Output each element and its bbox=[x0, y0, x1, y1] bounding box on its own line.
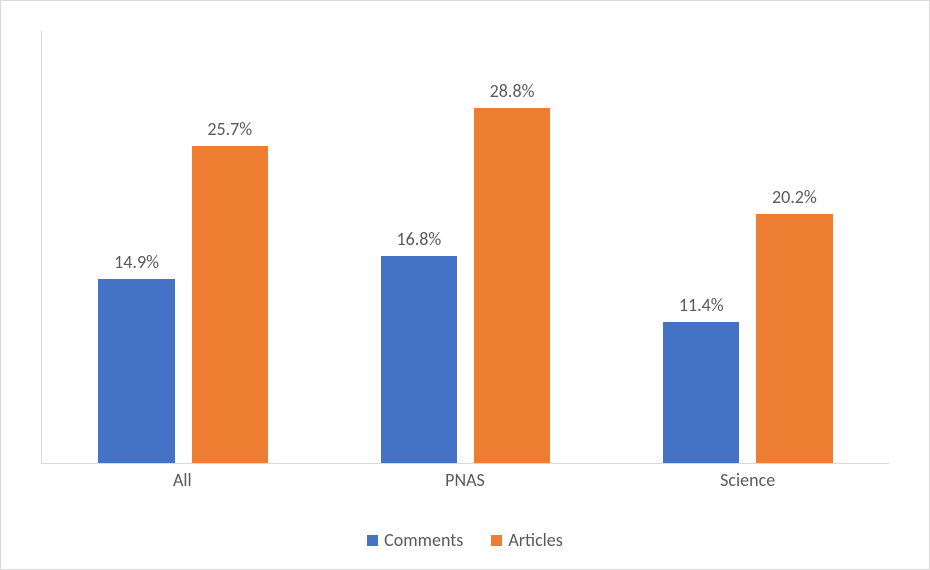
legend: Comments Articles bbox=[1, 529, 929, 552]
legend-item: Articles bbox=[491, 529, 562, 551]
bar-group: 16.8%28.8% bbox=[381, 31, 550, 463]
plot-area: 14.9%25.7%16.8%28.8%11.4%20.2% bbox=[41, 31, 889, 464]
bar-group: 11.4%20.2% bbox=[663, 31, 832, 463]
x-axis-label: All bbox=[41, 469, 324, 491]
chart-container: 14.9%25.7%16.8%28.8%11.4%20.2% AllPNASSc… bbox=[0, 0, 930, 570]
bar-group: 14.9%25.7% bbox=[98, 31, 267, 463]
bar-value-label: 16.8% bbox=[381, 228, 457, 250]
bar-value-label: 25.7% bbox=[192, 118, 268, 140]
x-axis-label: Science bbox=[606, 469, 889, 491]
legend-item: Comments bbox=[367, 529, 463, 551]
bar: 11.4% bbox=[663, 322, 739, 463]
legend-label: Articles bbox=[508, 529, 562, 551]
bar-value-label: 20.2% bbox=[756, 186, 832, 208]
bar-value-label: 28.8% bbox=[474, 80, 550, 102]
bar: 20.2% bbox=[756, 214, 832, 463]
legend-label: Comments bbox=[384, 529, 463, 551]
bar: 16.8% bbox=[381, 256, 457, 463]
legend-swatch bbox=[367, 535, 378, 546]
bar: 25.7% bbox=[192, 146, 268, 463]
bar: 14.9% bbox=[98, 279, 174, 463]
bar-value-label: 14.9% bbox=[98, 251, 174, 273]
bar: 28.8% bbox=[474, 108, 550, 463]
legend-swatch bbox=[491, 535, 502, 546]
x-axis-label: PNAS bbox=[324, 469, 607, 491]
bar-value-label: 11.4% bbox=[663, 294, 739, 316]
x-axis-labels: AllPNASScience bbox=[41, 469, 889, 499]
